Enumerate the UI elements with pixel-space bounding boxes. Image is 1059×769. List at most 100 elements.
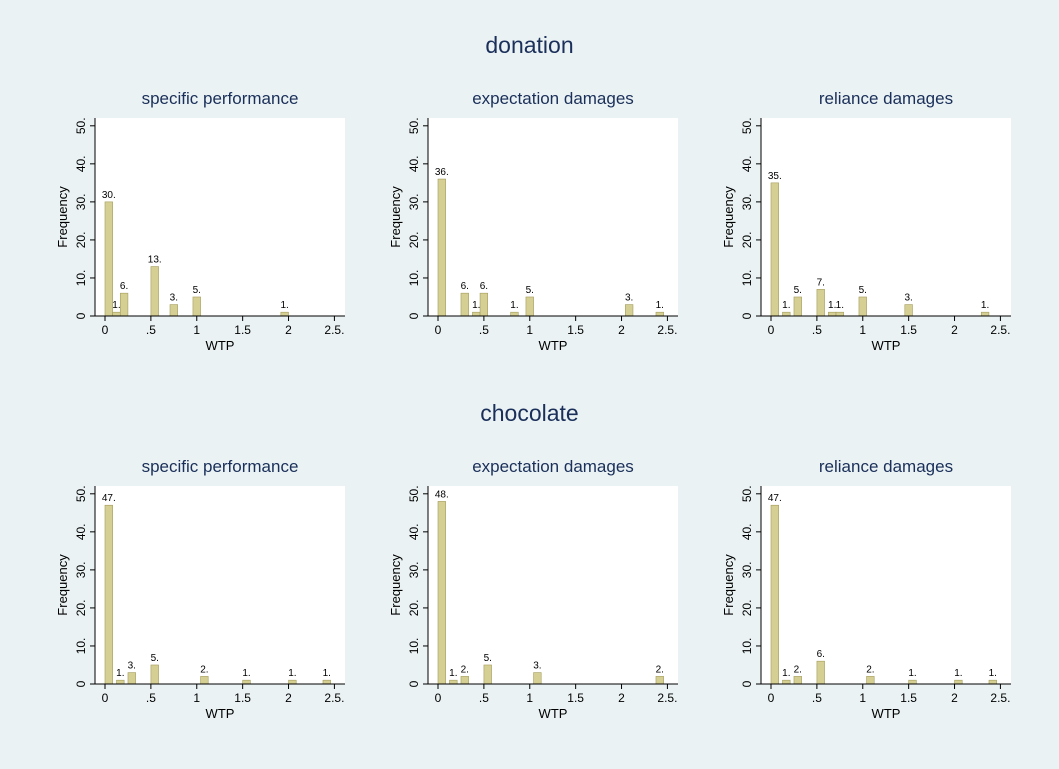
x-tick-label: 2 (951, 691, 958, 705)
bar (472, 311, 481, 317)
bar (980, 311, 990, 317)
x-axis-title: WTP (539, 338, 568, 353)
bar-value-label: 6. (817, 649, 825, 660)
bar (793, 296, 802, 317)
bar (858, 296, 867, 317)
x-tick-label: 2.5. (324, 691, 344, 705)
x-tick-label: 0 (102, 691, 109, 705)
bar-value-label: 2. (461, 664, 469, 675)
bar-value-label: 1. (656, 300, 664, 311)
bar (127, 672, 136, 685)
y-tick-label: 40. (407, 155, 421, 172)
x-tick-label: 1.5 (234, 323, 251, 337)
bar (460, 292, 469, 317)
y-tick-label: 10. (740, 638, 754, 655)
bar (322, 679, 331, 685)
bar (904, 304, 913, 317)
y-tick-label: 50. (740, 485, 754, 502)
bar (625, 304, 634, 317)
x-tick-label: 0 (435, 323, 442, 337)
bar-value-label: 1. (989, 668, 997, 679)
panel-title: expectation damages (472, 457, 634, 476)
bar (200, 676, 209, 685)
bar-value-label: 1. (449, 668, 457, 679)
bar (104, 201, 113, 317)
bar-value-label: 5. (859, 285, 867, 296)
y-tick-label: 0 (740, 312, 754, 319)
y-tick-label: 30. (74, 562, 88, 579)
bar-value-label: 5. (526, 285, 534, 296)
bar (460, 676, 469, 685)
x-tick-label: 1 (193, 691, 200, 705)
x-tick-label: 1.5 (900, 323, 917, 337)
plot-area (761, 486, 1011, 684)
bar (770, 504, 779, 685)
y-tick-label: 30. (407, 194, 421, 211)
y-tick-label: 20. (74, 232, 88, 249)
x-tick-label: 2.5. (990, 323, 1010, 337)
x-tick-label: 0 (102, 323, 109, 337)
y-tick-label: 30. (740, 194, 754, 211)
bar-value-label: 2. (866, 664, 874, 675)
bar (437, 501, 446, 685)
bar-value-label: 1. (510, 300, 518, 311)
plot-area (95, 486, 345, 684)
bar-value-label: 5. (794, 285, 802, 296)
bar (510, 311, 519, 317)
x-tick-label: 1 (526, 691, 533, 705)
panel-title: reliance damages (819, 457, 953, 476)
bar (835, 311, 844, 317)
panel-title: specific performance (142, 89, 299, 108)
bar-value-label: 1. (112, 300, 120, 311)
y-axis-title: Frequency (55, 186, 70, 248)
y-tick-label: 0 (74, 312, 88, 319)
y-tick-label: 30. (74, 194, 88, 211)
bar-value-label: 1. (782, 668, 790, 679)
y-tick-label: 40. (740, 155, 754, 172)
bar-value-label: 3. (625, 293, 633, 304)
histogram-chocolate-specific-performance: specific performance 47. 1. 3. 5. 2. 1. 1. 1. 0 .5… (55, 457, 345, 721)
bar (770, 182, 779, 317)
x-tick-label: 2.5. (657, 323, 677, 337)
bar (280, 311, 289, 317)
x-axis-title: WTP (206, 338, 235, 353)
bar (437, 178, 446, 317)
y-tick-label: 40. (74, 155, 88, 172)
bar (782, 679, 791, 685)
x-tick-label: 0 (768, 691, 775, 705)
x-tick-label: 2 (618, 323, 625, 337)
bar-value-label: 1. (281, 300, 289, 311)
bar-value-label: 36. (435, 167, 449, 178)
bar-value-label: 48. (435, 489, 449, 500)
bar (150, 266, 159, 317)
bar (150, 664, 159, 685)
bar (828, 311, 837, 317)
y-tick-label: 40. (740, 523, 754, 540)
y-tick-label: 50. (74, 485, 88, 502)
x-axis-title: WTP (872, 338, 901, 353)
bar (104, 504, 113, 685)
bar-value-label: 2. (656, 664, 664, 675)
plot-group: specific performance 47. 1. 3. 5. 2. 1. 1. 1. 0 .5… (55, 457, 345, 721)
bar-value-label: 5. (151, 653, 159, 664)
y-axis-title: Frequency (721, 554, 736, 616)
bar-value-label: 1. (836, 300, 844, 311)
x-tick-label: .5 (812, 691, 822, 705)
x-tick-label: 1.5 (567, 691, 584, 705)
bar (116, 679, 125, 685)
y-tick-label: 0 (407, 312, 421, 319)
plot-area (428, 118, 678, 316)
y-tick-label: 40. (74, 523, 88, 540)
bar (533, 672, 542, 685)
y-axis-title: Frequency (388, 186, 403, 248)
bar-value-label: 3. (170, 293, 178, 304)
y-tick-label: 20. (740, 600, 754, 617)
bar (483, 664, 492, 685)
bar-value-label: 35. (768, 171, 782, 182)
